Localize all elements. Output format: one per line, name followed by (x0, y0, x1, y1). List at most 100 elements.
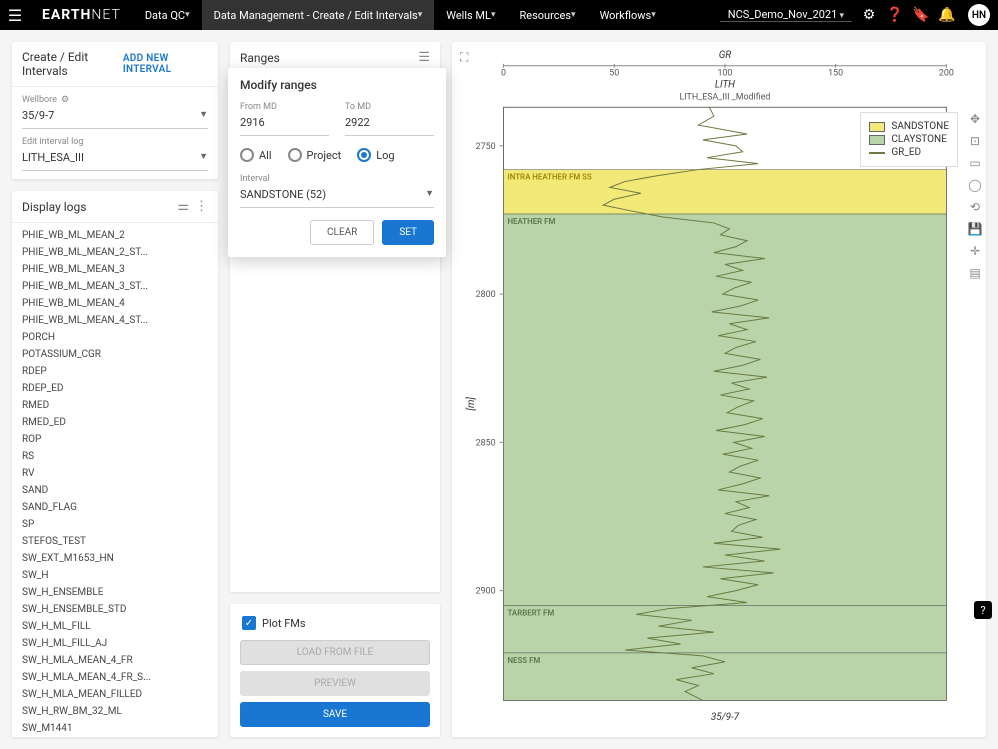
to-md-label: To MD (345, 102, 434, 112)
log-list-item[interactable]: SW_H_RW_BM_32_ML (12, 703, 218, 720)
clear-button[interactable]: CLEAR (310, 220, 374, 245)
log-list-item[interactable]: SW_H_MLA_MEAN_FILLED (12, 686, 218, 703)
log-list-item[interactable]: SW_H_ENSEMBLE_STD (12, 601, 218, 618)
nav-item[interactable]: Data QC (133, 0, 202, 30)
svg-text:GR: GR (719, 50, 732, 61)
plot-fms-checkbox[interactable]: ✓ Plot FMs (240, 612, 430, 634)
log-list-item[interactable]: PHIE_WB_ML_MEAN_2_ST... (12, 244, 218, 261)
log-list-item[interactable]: SW_H_ML_FILL (12, 618, 218, 635)
log-list-item[interactable]: SAND (12, 482, 218, 499)
log-list-item[interactable]: STEFOS_TEST (12, 533, 218, 550)
svg-text:2850: 2850 (476, 438, 496, 448)
bookmark-icon[interactable]: 🔖 (908, 7, 934, 23)
log-list-item[interactable]: RMED_ED (12, 414, 218, 431)
nav-item[interactable]: Wells ML (434, 0, 507, 30)
ranges-panel: Ranges ☰ Modify ranges From MD 2916 To M… (230, 42, 440, 592)
scope-radio-log[interactable]: Log (357, 148, 394, 162)
nav-item[interactable]: Resources (508, 0, 588, 30)
log-list-item[interactable]: RDEP (12, 363, 218, 380)
scope-radio-project[interactable]: Project (288, 148, 342, 162)
hamburger-menu-icon[interactable]: ☰ (0, 6, 30, 25)
log-list-item[interactable]: RMED (12, 397, 218, 414)
zoom-icon[interactable]: ⊡ (966, 132, 984, 150)
more-icon[interactable]: ⋮ (195, 199, 208, 214)
reset-icon[interactable]: ⟲ (966, 198, 984, 216)
log-list-item[interactable]: SW_EXT_M1653_HN (12, 550, 218, 567)
pan-icon[interactable]: ✥ (966, 110, 984, 128)
editlog-label: Edit interval log (22, 137, 208, 147)
log-list-item[interactable]: RDEP_ED (12, 380, 218, 397)
scope-radio-all[interactable]: All (240, 148, 272, 162)
chevron-down-icon: ▼ (425, 188, 434, 201)
log-list-item[interactable]: SW_H_ENSEMBLE (12, 584, 218, 601)
log-list-item[interactable]: SW_H_MLA_MEAN_4_FR_S... (12, 669, 218, 686)
gear-icon[interactable]: ⚙ (61, 95, 69, 105)
log-list-item[interactable]: SW_H (12, 567, 218, 584)
interval-label: Interval (240, 174, 434, 184)
nav-item[interactable]: Data Management - Create / Edit Interval… (202, 0, 435, 30)
from-md-input[interactable]: 2916 (240, 112, 329, 136)
log-list-item[interactable]: PHIE_WB_ML_MEAN_2 (12, 227, 218, 244)
log-list-item[interactable]: RV (12, 465, 218, 482)
svg-text:100: 100 (717, 69, 732, 79)
chevron-down-icon: ▼ (199, 109, 208, 122)
svg-text:TARBERT FM: TARBERT FM (507, 608, 554, 617)
help-fab-icon[interactable]: ? (974, 601, 992, 619)
log-list-item[interactable]: SP (12, 516, 218, 533)
log-list-item[interactable]: PHIE_WB_ML_MEAN_4_ST... (12, 312, 218, 329)
load-from-file-button[interactable]: LOAD FROM FILE (240, 640, 430, 665)
to-md-input[interactable]: 2922 (345, 112, 434, 136)
interval-select[interactable]: SANDSTONE (52)▼ (240, 184, 434, 208)
ranges-title: Ranges (240, 51, 280, 65)
display-logs-title: Display logs (22, 200, 86, 214)
crosshair-icon[interactable]: ✛ (966, 242, 984, 260)
list-icon[interactable]: ☰ (418, 50, 430, 65)
svg-text:INTRA HEATHER FM SS: INTRA HEATHER FM SS (507, 172, 592, 181)
save-button[interactable]: SAVE (240, 702, 430, 727)
log-list-item[interactable]: RS (12, 448, 218, 465)
svg-text:[m]: [m] (466, 397, 477, 411)
svg-text:LITH_ESA_III _Modified: LITH_ESA_III _Modified (680, 92, 771, 102)
expand-icon[interactable]: ⛶ (460, 50, 468, 65)
modify-title: Modify ranges (240, 78, 434, 92)
display-logs-panel: Display logs ⚌ ⋮ PHIE_WB_ML_MEAN_2PHIE_W… (12, 191, 218, 737)
log-list-item[interactable]: SW_M1441 (12, 720, 218, 737)
legend-item: SANDSTONE (869, 121, 949, 132)
settings-icon[interactable]: ⚙ (856, 7, 882, 23)
actions-panel: ✓ Plot FMs LOAD FROM FILE PREVIEW SAVE (230, 604, 440, 737)
save-image-icon[interactable]: 💾 (966, 220, 984, 238)
box-select-icon[interactable]: ▭ (966, 154, 984, 172)
editlog-select[interactable]: LITH_ESA_III▼ (22, 147, 208, 171)
notifications-icon[interactable]: 🔔 (934, 7, 960, 23)
scope-radio-group: All Project Log (240, 148, 434, 162)
help-icon[interactable]: ❓ (882, 7, 908, 23)
add-new-interval-link[interactable]: ADD NEW INTERVAL (123, 53, 208, 75)
lasso-icon[interactable]: ◯ (966, 176, 984, 194)
preview-button[interactable]: PREVIEW (240, 671, 430, 696)
from-md-label: From MD (240, 102, 329, 112)
log-list-item[interactable]: PHIE_WB_ML_MEAN_3_ST... (12, 278, 218, 295)
workspace-selector[interactable]: NCS_Demo_Nov_2021 (720, 8, 852, 22)
svg-text:NESS FM: NESS FM (507, 656, 540, 665)
log-list-item[interactable]: SW_H_ML_FILL_AJ (12, 635, 218, 652)
log-list-item[interactable]: POTASSIUM_CGR (12, 346, 218, 363)
wellbore-label: Wellbore ⚙ (22, 95, 208, 105)
svg-text:HEATHER FM: HEATHER FM (507, 217, 555, 226)
hover-icon[interactable]: ▤ (966, 264, 984, 282)
log-list-item[interactable]: PHIE_WB_ML_MEAN_3 (12, 261, 218, 278)
user-avatar[interactable]: HN (968, 4, 990, 26)
check-icon: ✓ (242, 616, 256, 630)
top-navbar: ☰ EARTHNET Data QCData Management - Crea… (0, 0, 998, 30)
log-list-item[interactable]: SAND_FLAG (12, 499, 218, 516)
svg-text:2800: 2800 (476, 290, 496, 300)
chart-toolbar: ✥ ⊡ ▭ ◯ ⟲ 💾 ✛ ▤ (966, 110, 984, 282)
wellbore-select[interactable]: 35/9-7▼ (22, 105, 208, 129)
filter-icon[interactable]: ⚌ (177, 199, 189, 214)
plot-fms-label: Plot FMs (262, 617, 306, 630)
log-list-item[interactable]: PHIE_WB_ML_MEAN_4 (12, 295, 218, 312)
log-list-item[interactable]: SW_H_MLA_MEAN_4_FR (12, 652, 218, 669)
nav-item[interactable]: Workflows (588, 0, 668, 30)
log-list-item[interactable]: ROP (12, 431, 218, 448)
set-button[interactable]: SET (382, 220, 434, 245)
log-list-item[interactable]: PORCH (12, 329, 218, 346)
